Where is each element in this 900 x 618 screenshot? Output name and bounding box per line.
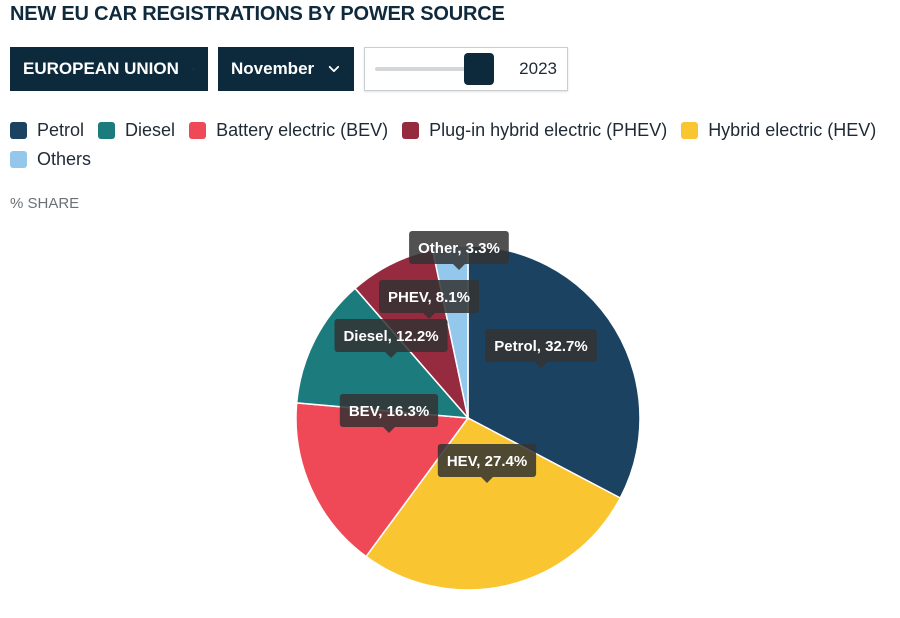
legend-label: Plug-in hybrid electric (PHEV) — [429, 120, 668, 140]
pie-data-label-box — [437, 444, 537, 477]
legend-item[interactable]: Petrol — [10, 120, 84, 141]
legend-label: Hybrid electric (HEV) — [708, 120, 877, 140]
region-dropdown-label: EUROPEAN UNION — [23, 59, 179, 78]
pie-data-label-text: HEV, 27.4% — [447, 453, 527, 470]
chart-title: NEW EU CAR REGISTRATIONS BY POWER SOURCE — [10, 3, 505, 25]
pie-data-label: HEV, 27.4% — [437, 444, 537, 483]
legend-swatch — [98, 122, 116, 139]
year-slider-handle[interactable] — [464, 53, 494, 85]
unit-label: % SHARE — [10, 195, 80, 212]
legend-item[interactable]: Plug-in hybrid electric (PHEV) — [402, 120, 667, 141]
pie-data-label: Diesel, 12.2% — [334, 319, 448, 358]
pie-data-label: Other, 3.3% — [409, 231, 509, 270]
chevron-down-icon — [328, 65, 340, 73]
pie-data-label: Petrol, 32.7% — [485, 329, 597, 368]
pie-data-label-box — [379, 280, 479, 313]
pie-data-label-box — [339, 394, 439, 427]
month-dropdown[interactable]: November — [218, 47, 354, 91]
legend-item[interactable]: Others — [10, 149, 91, 170]
pie-slice-petrol[interactable] — [467, 245, 641, 500]
legend-item[interactable]: Battery electric (BEV) — [189, 120, 388, 141]
legend-label: Diesel — [125, 120, 176, 140]
pie-data-label-text: PHEV, 8.1% — [388, 289, 470, 306]
legend-label: Petrol — [37, 120, 85, 140]
legend-swatch — [10, 151, 27, 168]
year-value: 2023 — [519, 59, 557, 78]
controls-bar: EUROPEAN UNION November 2023 — [10, 47, 568, 91]
pie-data-label-box — [485, 329, 597, 362]
year-slider-box: 2023 — [364, 47, 568, 91]
region-dropdown[interactable]: EUROPEAN UNION — [10, 47, 208, 91]
pie-data-label: BEV, 16.3% — [339, 394, 439, 433]
pie-slice-bev[interactable] — [295, 402, 470, 558]
pie-data-label-pointer — [535, 362, 547, 368]
legend-swatch — [402, 122, 420, 139]
pie-data-label-text: Petrol, 32.7% — [494, 338, 587, 355]
chevron-down-icon — [192, 68, 194, 70]
pie-data-label-pointer — [481, 477, 493, 483]
pie-data-label-pointer — [383, 427, 395, 433]
month-dropdown-label: November — [231, 59, 315, 78]
pie-data-label-box — [409, 231, 509, 264]
pie-data-label-pointer — [385, 352, 397, 358]
legend-item[interactable]: Diesel — [98, 120, 175, 141]
legend: Petrol Diesel Battery electric (BEV) Plug-i… — [10, 120, 900, 170]
legend-label: Others — [37, 149, 92, 169]
pie-data-label: PHEV, 8.1% — [379, 280, 479, 319]
pie-data-label-pointer — [453, 264, 465, 270]
legend-swatch — [681, 122, 699, 139]
pie-data-label-text: Other, 3.3% — [418, 240, 500, 257]
legend-swatch — [189, 122, 207, 139]
pie-slice-hev[interactable] — [364, 417, 622, 591]
legend-label: Battery electric (BEV) — [216, 120, 389, 140]
year-slider-track[interactable] — [375, 53, 494, 85]
pie-data-label-pointer — [423, 313, 435, 319]
legend-item[interactable]: Hybrid electric (HEV) — [681, 120, 876, 141]
pie-data-label-text: BEV, 16.3% — [349, 403, 429, 420]
pie-data-label-text: Diesel, 12.2% — [343, 328, 438, 345]
legend-swatch — [10, 122, 27, 139]
pie-data-label-box — [334, 319, 448, 352]
